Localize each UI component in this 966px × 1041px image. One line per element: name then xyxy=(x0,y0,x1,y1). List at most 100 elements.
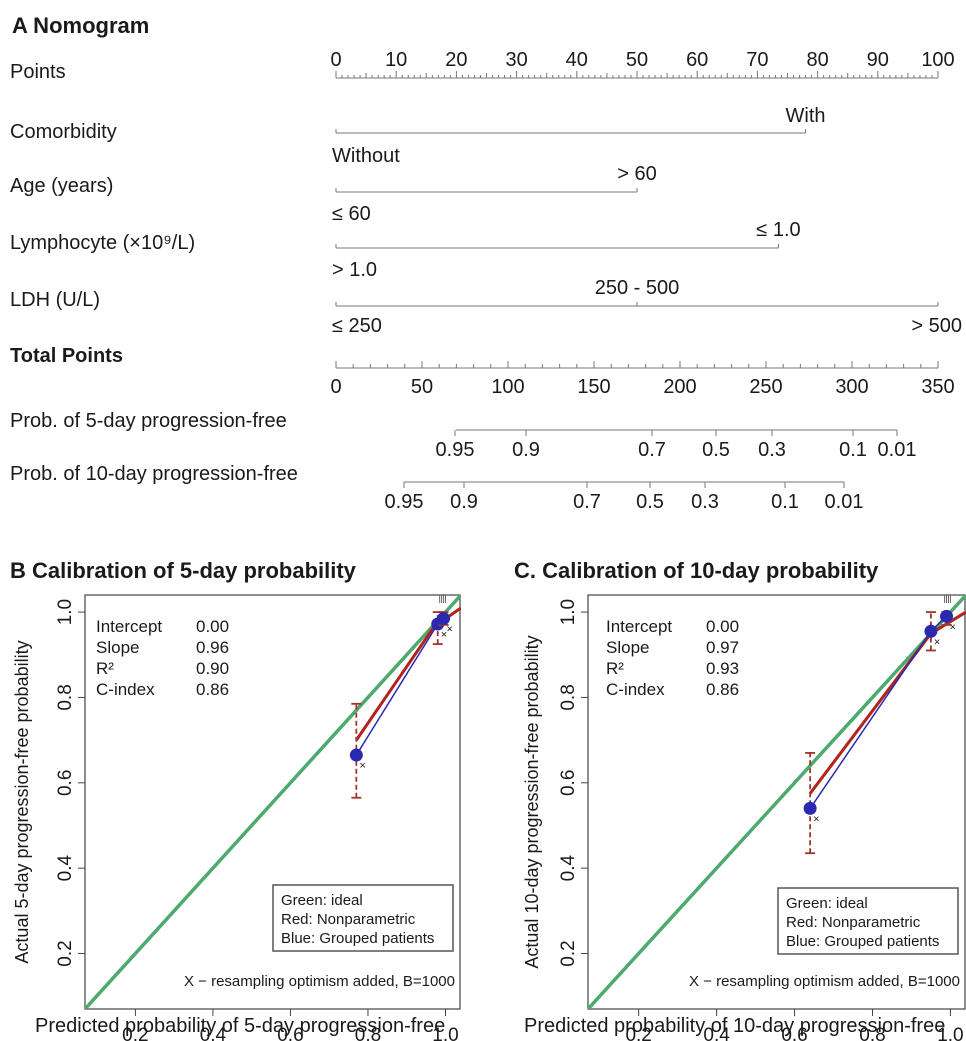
probability-tick-label: 0.95 xyxy=(436,439,475,461)
points-tick-label: 20 xyxy=(445,49,467,71)
y-axis-label: Actual 10-day progression-free probabili… xyxy=(522,635,542,968)
y-tick-label: 0.8 xyxy=(558,684,579,710)
points-tick-label: 10 xyxy=(385,49,407,71)
probability-tick-label: 0.1 xyxy=(771,491,799,513)
predictor-level-label: ≤ 250 xyxy=(332,315,382,337)
y-tick-label: 0.2 xyxy=(558,940,579,966)
probability-tick-label: 0.5 xyxy=(702,439,730,461)
legend-entry: Blue: Grouped patients xyxy=(281,930,434,947)
points-tick-label: 100 xyxy=(921,49,954,71)
plot-area: ××× xyxy=(85,595,461,1009)
probability-tick-label: 0.95 xyxy=(385,491,424,513)
stat-name: R² xyxy=(96,659,114,678)
probability-tick-label: 0.01 xyxy=(878,439,917,461)
x-tick-label: 1.0 xyxy=(432,1025,458,1041)
probability-tick-label: 0.7 xyxy=(638,439,666,461)
probability-tick-label: 0.3 xyxy=(691,491,719,513)
nomogram-title: A Nomogram xyxy=(12,13,149,38)
points-tick-label: 50 xyxy=(626,49,648,71)
probability-tick-label: 0.01 xyxy=(825,491,864,513)
optimism-x-mark: × xyxy=(447,623,453,635)
predictor-level-label: > 60 xyxy=(617,163,656,185)
y-tick-label: 0.6 xyxy=(558,770,579,796)
plot-area: ××× xyxy=(588,595,966,1009)
predictor-level-label: 250 - 500 xyxy=(595,277,680,299)
y-tick-label: 0.8 xyxy=(55,684,76,710)
y-tick-label: 1.0 xyxy=(558,599,579,625)
stat-name: C-index xyxy=(606,680,665,699)
total-points-tick-label: 200 xyxy=(663,376,696,398)
x-tick-label: 0.4 xyxy=(703,1025,730,1041)
stat-name: Intercept xyxy=(606,617,672,636)
optimism-x-mark: × xyxy=(934,636,940,648)
predictor-level-label: > 1.0 xyxy=(332,259,377,281)
predictor-level-label: > 500 xyxy=(911,315,962,337)
predictor-label: Age (years) xyxy=(10,175,113,197)
points-tick-label: 30 xyxy=(505,49,527,71)
ideal-line xyxy=(85,595,461,1009)
x-tick-label: 0.8 xyxy=(859,1025,885,1041)
probability-tick-label: 0.7 xyxy=(573,491,601,513)
stat-name: C-index xyxy=(96,680,155,699)
total-points-tick-label: 300 xyxy=(835,376,868,398)
y-tick-label: 0.2 xyxy=(55,940,76,966)
optimism-x-mark: × xyxy=(359,760,365,772)
x-tick-label: 1.0 xyxy=(937,1025,963,1041)
optimism-x-mark: × xyxy=(950,621,956,633)
stat-value: 0.86 xyxy=(196,680,229,699)
x-tick-label: 0.6 xyxy=(277,1025,303,1041)
probability-tick-label: 0.9 xyxy=(450,491,478,513)
probability-tick-label: 0.9 xyxy=(512,439,540,461)
optimism-x-mark: × xyxy=(441,629,447,641)
stat-name: Slope xyxy=(606,638,649,657)
calibration-title: B Calibration of 5-day probability xyxy=(10,558,357,583)
points-tick-label: 70 xyxy=(746,49,768,71)
resampling-footnote: X − resampling optimism added, B=1000 xyxy=(184,973,455,990)
x-tick-label: 0.2 xyxy=(625,1025,651,1041)
legend-box xyxy=(777,887,959,955)
total-points-tick-label: 50 xyxy=(411,376,433,398)
probability-tick-label: 0.3 xyxy=(758,439,786,461)
grouped-line xyxy=(355,617,445,756)
legend-entry: Red: Nonparametric xyxy=(281,911,416,928)
points-tick-label: 90 xyxy=(867,49,889,71)
stat-value: 0.90 xyxy=(196,659,229,678)
predictor-label: Comorbidity xyxy=(10,121,117,143)
y-tick-label: 1.0 xyxy=(55,599,76,625)
x-tick-label: 0.6 xyxy=(781,1025,807,1041)
plot-frame xyxy=(84,594,461,1010)
y-tick-label: 0.4 xyxy=(55,855,76,882)
x-tick-label: 0.2 xyxy=(122,1025,148,1041)
stat-name: R² xyxy=(606,659,624,678)
legend-box xyxy=(272,884,454,952)
predictor-label: LDH (U/L) xyxy=(10,289,100,311)
stat-value: 0.97 xyxy=(706,638,739,657)
grouped-point xyxy=(924,624,938,638)
y-tick-label: 0.4 xyxy=(558,855,579,882)
legend-entry: Green: ideal xyxy=(786,895,868,912)
grouped-point xyxy=(803,801,817,815)
points-tick-label: 0 xyxy=(330,49,341,71)
legend-entry: Green: ideal xyxy=(281,892,363,909)
stat-value: 0.93 xyxy=(706,659,739,678)
y-axis-label: Actual 5-day progression-free probabilit… xyxy=(12,640,32,963)
points-tick-label: 60 xyxy=(686,49,708,71)
ideal-line xyxy=(588,595,966,1009)
probability-row-label: Prob. of 10-day progression-free xyxy=(10,463,298,485)
total-points-tick-label: 150 xyxy=(577,376,610,398)
calibration-title: C. Calibration of 10-day probability xyxy=(514,558,879,583)
nonparametric-line xyxy=(355,606,461,741)
probability-row-label: Prob. of 5-day progression-free xyxy=(10,410,287,432)
legend-entry: Red: Nonparametric xyxy=(786,914,921,931)
x-tick-label: 0.4 xyxy=(200,1025,227,1041)
points-row-label: Points xyxy=(10,61,66,83)
x-tick-label: 0.8 xyxy=(355,1025,381,1041)
stat-value: 0.86 xyxy=(706,680,739,699)
grouped-line xyxy=(809,615,948,809)
resampling-footnote: X − resampling optimism added, B=1000 xyxy=(689,973,960,990)
probability-tick-label: 0.1 xyxy=(839,439,867,461)
predictor-level-label: With xyxy=(786,105,826,127)
points-tick-label: 40 xyxy=(566,49,588,71)
total-points-tick-label: 0 xyxy=(330,376,341,398)
